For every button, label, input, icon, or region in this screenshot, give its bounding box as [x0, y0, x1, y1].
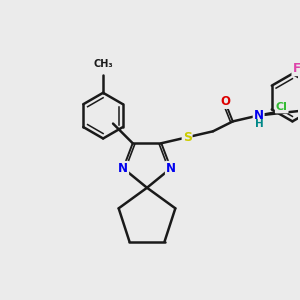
Text: Cl: Cl [276, 103, 288, 112]
Text: N: N [254, 109, 264, 122]
Text: F: F [292, 62, 300, 75]
Text: S: S [183, 131, 192, 144]
Text: N: N [166, 162, 176, 175]
Text: O: O [220, 95, 230, 108]
Text: CH₃: CH₃ [93, 59, 113, 69]
Text: N: N [118, 162, 128, 175]
Text: H: H [255, 119, 264, 129]
